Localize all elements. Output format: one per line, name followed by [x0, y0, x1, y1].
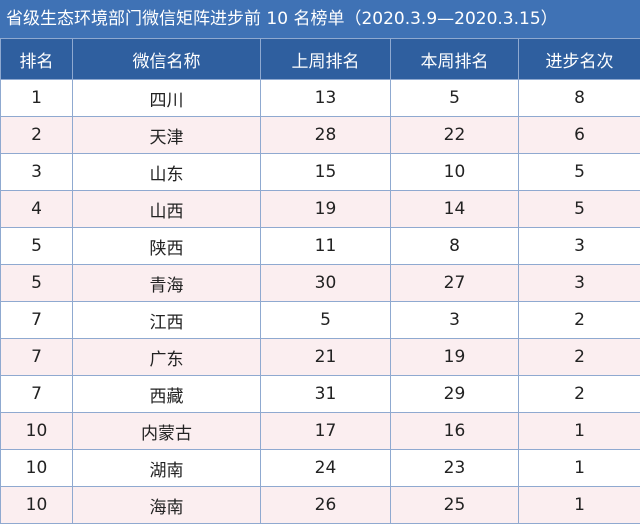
cell: 23: [390, 449, 519, 487]
table-row: 5 陕西 11 8 3: [0, 227, 640, 265]
cell: 天津: [72, 116, 261, 154]
cell: 2: [518, 301, 640, 339]
cell: 山东: [72, 153, 261, 191]
cell: 19: [260, 190, 391, 228]
cell: 5: [0, 264, 73, 302]
table-body: 1 四川 13 5 8 2 天津 28 22 6 3 山东 15 10 5 4 山西 19 14 5 5 陕西 11 8 3 5 青…: [0, 79, 640, 524]
table-row: 10 内蒙古 17 16 1: [0, 412, 640, 450]
cell: 1: [518, 486, 640, 524]
cell: 广东: [72, 338, 261, 376]
cell: 海南: [72, 486, 261, 524]
cell: 22: [390, 116, 519, 154]
header-cell: 上周排名: [260, 38, 391, 80]
table-row: 7 广东 21 19 2: [0, 338, 640, 376]
cell: 1: [518, 449, 640, 487]
cell: 14: [390, 190, 519, 228]
header-cell: 微信名称: [72, 38, 261, 80]
header-cell: 排名: [0, 38, 73, 80]
cell: 四川: [72, 79, 261, 117]
cell: 4: [0, 190, 73, 228]
cell: 青海: [72, 264, 261, 302]
cell: 3: [390, 301, 519, 339]
cell: 5: [390, 79, 519, 117]
cell: 内蒙古: [72, 412, 261, 450]
table-row: 5 青海 30 27 3: [0, 264, 640, 302]
table-row: 4 山西 19 14 5: [0, 190, 640, 228]
cell: 27: [390, 264, 519, 302]
cell: 10: [0, 449, 73, 487]
cell: 21: [260, 338, 391, 376]
cell: 8: [390, 227, 519, 265]
cell: 24: [260, 449, 391, 487]
cell: 10: [0, 486, 73, 524]
cell: 5: [518, 190, 640, 228]
cell: 28: [260, 116, 391, 154]
table-row: 7 江西 5 3 2: [0, 301, 640, 339]
cell: 16: [390, 412, 519, 450]
cell: 山西: [72, 190, 261, 228]
cell: 26: [260, 486, 391, 524]
cell: 5: [260, 301, 391, 339]
ranking-table: 排名 微信名称 上周排名 本周排名 进步名次 1 四川 13 5 8 2 天津 28 22 6 3 山东 15 1…: [0, 38, 640, 524]
table-row: 10 湖南 24 23 1: [0, 449, 640, 487]
cell: 29: [390, 375, 519, 413]
header-cell: 本周排名: [390, 38, 519, 80]
cell: 2: [518, 375, 640, 413]
table-row: 10 海南 26 25 1: [0, 486, 640, 524]
cell: 西藏: [72, 375, 261, 413]
table-row: 7 西藏 31 29 2: [0, 375, 640, 413]
cell: 5: [518, 153, 640, 191]
table-row: 3 山东 15 10 5: [0, 153, 640, 191]
cell: 7: [0, 301, 73, 339]
cell: 11: [260, 227, 391, 265]
cell: 陕西: [72, 227, 261, 265]
table-row: 1 四川 13 5 8: [0, 79, 640, 117]
cell: 8: [518, 79, 640, 117]
cell: 3: [518, 264, 640, 302]
cell: 湖南: [72, 449, 261, 487]
cell: 17: [260, 412, 391, 450]
table-row: 2 天津 28 22 6: [0, 116, 640, 154]
cell: 6: [518, 116, 640, 154]
cell: 3: [0, 153, 73, 191]
cell: 15: [260, 153, 391, 191]
cell: 1: [518, 412, 640, 450]
cell: 2: [0, 116, 73, 154]
cell: 3: [518, 227, 640, 265]
header-row: 排名 微信名称 上周排名 本周排名 进步名次: [0, 38, 640, 80]
cell: 2: [518, 338, 640, 376]
cell: 1: [0, 79, 73, 117]
cell: 10: [390, 153, 519, 191]
table-title: 省级生态环境部门微信矩阵进步前 10 名榜单（2020.3.9—2020.3.1…: [0, 0, 640, 38]
cell: 7: [0, 338, 73, 376]
cell: 31: [260, 375, 391, 413]
cell: 江西: [72, 301, 261, 339]
cell: 19: [390, 338, 519, 376]
cell: 7: [0, 375, 73, 413]
cell: 5: [0, 227, 73, 265]
cell: 10: [0, 412, 73, 450]
cell: 25: [390, 486, 519, 524]
cell: 30: [260, 264, 391, 302]
header-cell: 进步名次: [518, 38, 640, 80]
cell: 13: [260, 79, 391, 117]
